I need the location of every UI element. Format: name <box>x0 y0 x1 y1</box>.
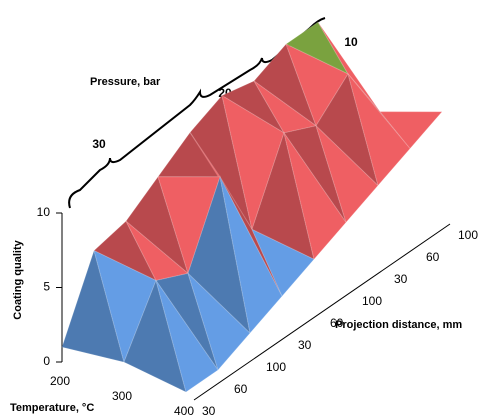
y-tick-label: 100 <box>266 360 286 374</box>
z-tick-label: 10 <box>37 205 51 219</box>
y-tick-label: 30 <box>394 272 408 286</box>
z-tick-label: 0 <box>43 354 50 368</box>
y-tick-label: 30 <box>298 338 312 352</box>
z-axis-label: Coating quality <box>12 239 24 319</box>
pressure-label: Pressure, bar <box>90 76 161 88</box>
surface-facet <box>315 125 379 224</box>
y-axis-label: Projection distance, mm <box>335 319 462 331</box>
surface-facet <box>93 249 157 364</box>
y-tick-label: 30 <box>202 404 216 418</box>
y-tick-label: 60 <box>330 316 344 330</box>
surface-facet <box>250 228 315 298</box>
surface-facet <box>187 273 251 372</box>
surface-facet <box>347 73 411 187</box>
surface-facet <box>219 176 283 335</box>
pressure-label: 10 <box>344 35 358 49</box>
pressure-label: 30 <box>92 137 106 151</box>
x-tick-label: 400 <box>174 404 194 418</box>
surface-facet <box>283 132 347 261</box>
y-tick-label: 60 <box>426 250 440 264</box>
y-tick-label: 100 <box>458 228 478 242</box>
surface-facet <box>378 111 444 150</box>
surface-facet <box>155 280 219 393</box>
z-tick-label: 5 <box>43 280 50 294</box>
x-tick-label: 300 <box>112 389 132 403</box>
pressure-brace <box>68 17 326 209</box>
y-axis <box>193 223 451 401</box>
y-tick-label: 60 <box>234 382 248 396</box>
y-tick-label: 100 <box>362 294 382 308</box>
x-axis-label: Temperature, °C <box>10 402 94 414</box>
x-tick-label: 200 <box>50 374 70 388</box>
